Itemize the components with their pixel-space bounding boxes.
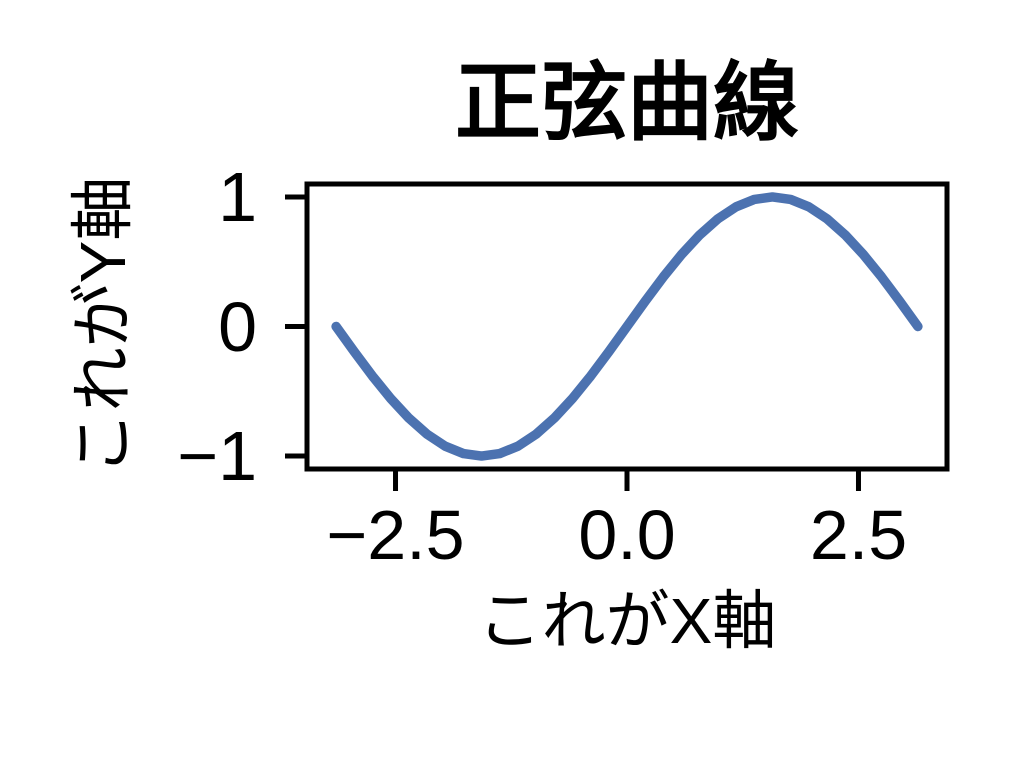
axes-frame — [304, 181, 950, 472]
x-ticks — [393, 469, 861, 491]
chart-title: 正弦曲線 — [455, 55, 799, 151]
x-tick-label: −2.5 — [326, 496, 465, 574]
x-tick-label: 2.5 — [809, 496, 908, 574]
sine-line — [331, 192, 923, 461]
y-tick-label: −1 — [177, 417, 257, 496]
plot-area — [285, 181, 950, 491]
y-tick-label: 0 — [218, 287, 257, 366]
y-ticks — [285, 194, 307, 459]
y-axis-label: これがY軸 — [67, 176, 139, 476]
x-tick-label: 0.0 — [578, 496, 676, 574]
x-axis-label: これがX軸 — [477, 585, 777, 657]
y-tick-label: 1 — [218, 157, 257, 236]
